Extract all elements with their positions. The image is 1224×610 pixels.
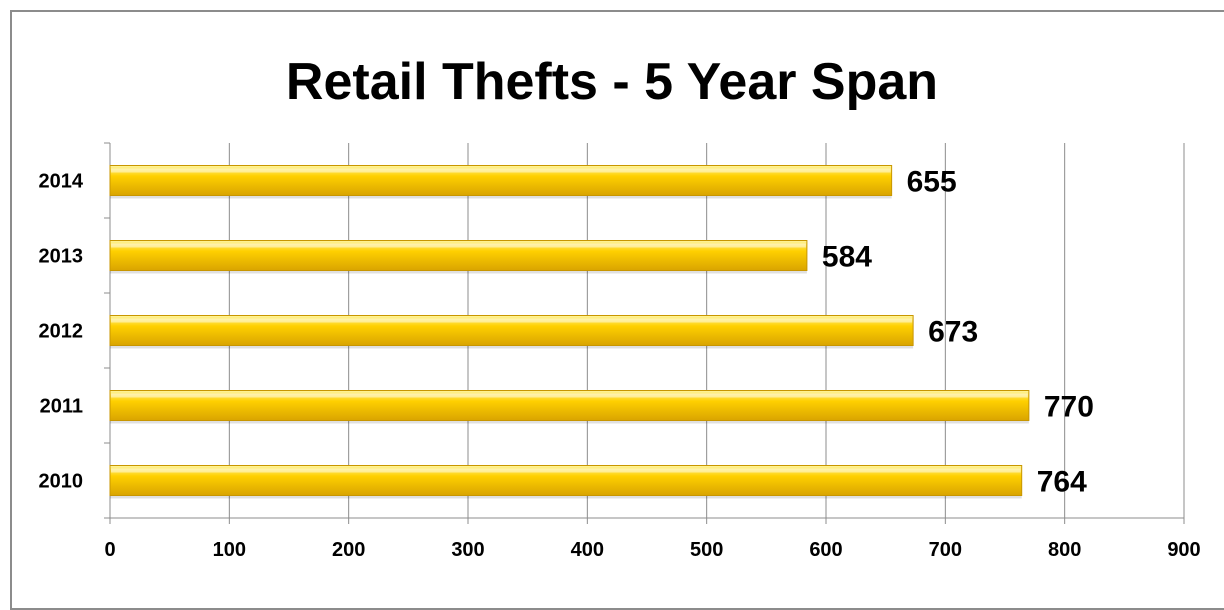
chart-title: Retail Thefts - 5 Year Span [285,53,939,111]
x-tick-label: 0 [104,539,115,561]
data-label: 770 [1044,391,1094,424]
bar-highlight [111,468,1021,473]
x-tick-label: 600 [809,539,842,561]
x-tick-label: 900 [1167,539,1200,561]
y-category-label: 2014 [39,171,84,193]
data-label: 584 [822,241,872,274]
x-tick-label: 700 [929,539,962,561]
chart-frame [10,10,1224,610]
x-tick-label: 400 [571,539,604,561]
data-label: 764 [1037,466,1087,499]
data-label: 673 [928,316,978,349]
bar [109,465,1023,496]
bar-highlight [111,393,1028,398]
bar-highlight [111,168,891,173]
bar-chart: 0 100 200 300 400 500 600 700 800 900 2014 655 2013 5… [39,142,1201,561]
bar-highlight [111,318,913,323]
y-category-label: 2010 [39,471,84,493]
x-tick-label: 200 [332,539,365,561]
bar [109,165,893,196]
y-category-label: 2012 [39,321,84,343]
bar [109,390,1030,421]
y-category-label: 2011 [40,396,83,418]
bar [109,315,914,346]
bar [109,240,808,271]
x-tick-label: 800 [1048,539,1081,561]
x-tick-label: 500 [690,539,723,561]
x-tick-label: 100 [213,539,246,561]
bar-highlight [111,243,806,248]
x-tick-label: 300 [451,539,484,561]
data-label: 655 [907,166,957,199]
y-category-label: 2013 [39,246,84,268]
